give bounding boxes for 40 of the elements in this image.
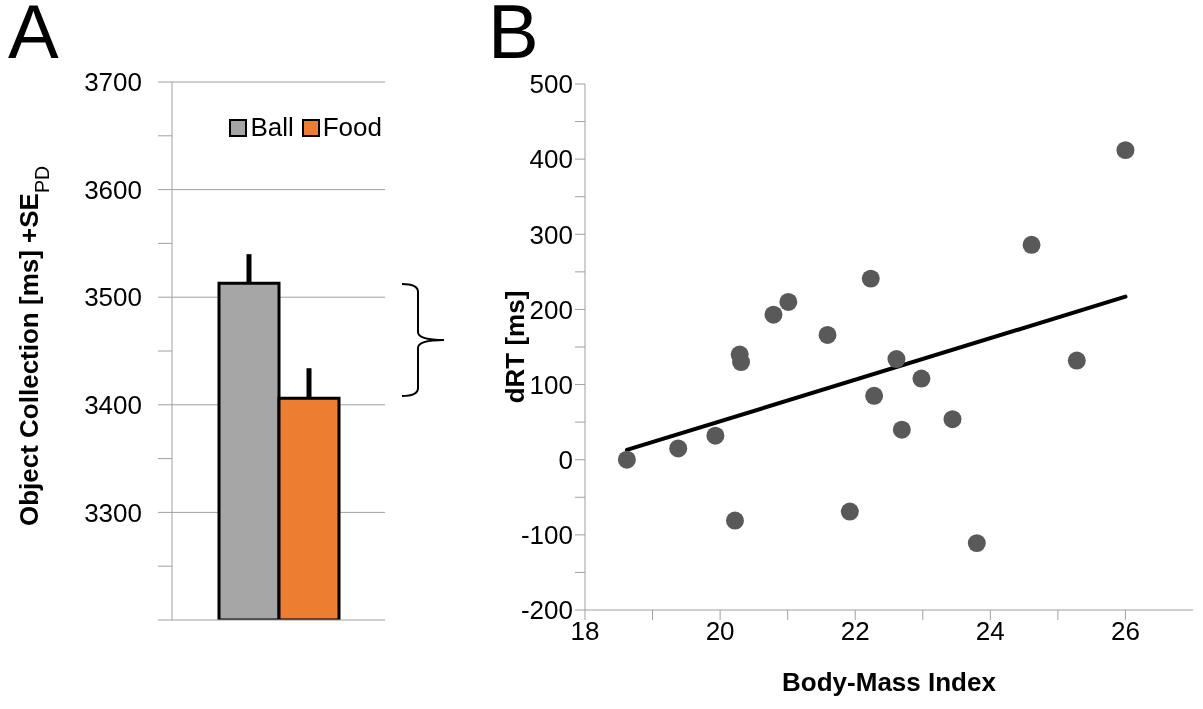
x-tick-label: 22 xyxy=(840,616,870,647)
y-tick-label: 300 xyxy=(529,219,573,250)
point xyxy=(706,426,725,445)
y-tick-label: 0 xyxy=(558,444,573,475)
text: A xyxy=(8,0,59,75)
point xyxy=(861,269,880,288)
point xyxy=(887,350,906,368)
y-tick-label: -100 xyxy=(520,520,573,551)
point xyxy=(1116,141,1135,160)
point xyxy=(818,326,837,344)
x-axis-title: Body-Mass Index xyxy=(782,667,997,697)
point xyxy=(912,369,931,388)
legend-label: Food xyxy=(321,112,382,143)
y-tick-label: 3300 xyxy=(84,497,142,528)
y-tick-label: -200 xyxy=(520,595,573,626)
y-tick-label: 3400 xyxy=(84,390,142,421)
point xyxy=(1022,235,1041,254)
point xyxy=(617,450,636,469)
point xyxy=(1067,351,1086,370)
point xyxy=(779,292,798,311)
y-tick-label: 100 xyxy=(529,369,573,400)
x-tick-label: 26 xyxy=(1110,616,1140,647)
point xyxy=(764,305,783,324)
x-tick-label: 20 xyxy=(705,616,735,647)
point xyxy=(865,386,884,405)
x-tick-label: 24 xyxy=(975,616,1005,647)
y-tick-label: 400 xyxy=(529,144,573,175)
point xyxy=(967,534,986,553)
point xyxy=(892,420,911,439)
point xyxy=(725,511,744,530)
legend-label: Ball xyxy=(249,112,294,143)
point xyxy=(943,410,962,429)
x-tick-label: 18 xyxy=(570,616,600,647)
y-axis-title: dRT [ms] xyxy=(500,290,531,404)
y-tick-label: 3600 xyxy=(84,174,142,205)
y-tick-label: 3500 xyxy=(84,282,142,313)
y-tick-label: 3700 xyxy=(84,67,142,98)
point xyxy=(669,439,688,458)
y-tick-label: 200 xyxy=(529,294,573,325)
point xyxy=(840,502,859,521)
